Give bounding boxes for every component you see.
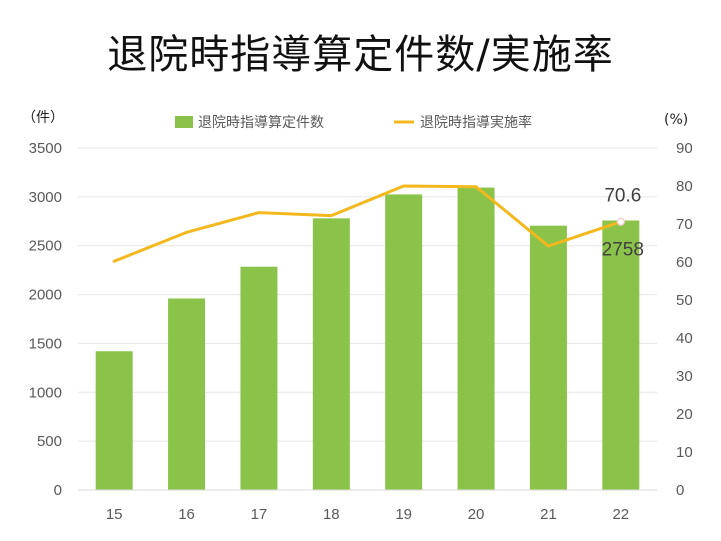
data-labels: 70.6 2758: [602, 186, 644, 261]
bar-21: [529, 225, 567, 490]
y-right-tick-label: 0: [676, 482, 684, 499]
x-tick-label: 20: [468, 506, 485, 523]
y-right-tick-label: 20: [676, 406, 693, 423]
y-right-tick-label: 90: [676, 140, 693, 157]
bar-20: [457, 187, 495, 490]
y-right-tick-label: 70: [676, 216, 693, 233]
x-tick-label: 15: [106, 506, 123, 523]
y-right-unit-label: (%): [664, 112, 688, 128]
bar-17: [240, 266, 278, 490]
legend: 退院時指導算定件数 退院時指導実施率: [175, 114, 532, 131]
y-right-tick-label: 80: [676, 178, 693, 195]
rate-point-marker: [616, 217, 625, 226]
y-axis-left: 0 500 1000 1500 2000 2500 3000 3500: [29, 140, 62, 499]
y-left-tick-label: 3000: [29, 189, 62, 206]
y-left-tick-label: 0: [54, 482, 62, 499]
y-axis-right: 0 10 20 30 40 50 60 70 80 90: [676, 140, 693, 499]
rate-point-21: [546, 244, 550, 248]
x-tick-label: 17: [251, 506, 268, 523]
bar-15: [95, 351, 133, 490]
bar-series: [95, 187, 640, 490]
bar-22: [602, 220, 640, 490]
data-label-line: 70.6: [604, 186, 641, 207]
y-left-tick-label: 3500: [29, 140, 62, 157]
y-right-tick-label: 60: [676, 254, 693, 271]
rate-point-18: [329, 214, 333, 218]
y-right-tick-label: 50: [676, 292, 693, 309]
y-left-tick-label: 1500: [29, 335, 62, 352]
rate-point-19: [402, 184, 406, 188]
x-tick-label: 22: [612, 506, 629, 523]
bar-16: [168, 298, 206, 490]
rate-line: [113, 184, 622, 263]
x-tick-label: 19: [395, 506, 412, 523]
y-right-tick-label: 30: [676, 368, 693, 385]
y-left-tick-label: 2000: [29, 287, 62, 304]
rate-point-16: [185, 230, 189, 234]
bar-19: [385, 194, 423, 490]
rate-point-20: [474, 185, 478, 189]
x-axis: 15 16 17 18 19 20 21 22: [78, 489, 657, 523]
y-right-tick-label: 10: [676, 444, 693, 461]
y-left-tick-label: 500: [37, 433, 62, 450]
x-tick-label: 21: [540, 506, 557, 523]
legend-swatch-bar: [175, 116, 193, 128]
legend-label-line: 退院時指導実施率: [420, 114, 532, 131]
y-left-unit-label: （件）: [22, 110, 64, 126]
y-right-tick-label: 40: [676, 330, 693, 347]
y-left-tick-label: 1000: [29, 384, 62, 401]
rate-point-15: [112, 259, 116, 263]
legend-label-bar: 退院時指導算定件数: [198, 115, 324, 131]
chart-title: 退院時指導算定件数/実施率: [107, 32, 614, 78]
rate-point-17: [257, 211, 261, 215]
x-tick-label: 18: [323, 506, 340, 523]
data-label-bar: 2758: [602, 240, 644, 261]
bar-18: [312, 218, 350, 490]
x-tick-label: 16: [178, 506, 195, 523]
y-left-tick-label: 2500: [29, 238, 62, 255]
line-series: [112, 184, 625, 263]
